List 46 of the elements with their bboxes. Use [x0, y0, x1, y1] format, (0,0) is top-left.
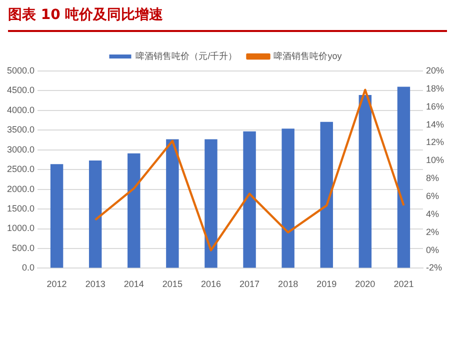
legend-label: 啤酒销售吨价（元/千升） [136, 50, 238, 61]
x-tick-label: 2012 [46, 279, 67, 290]
y2-tick-label: 12% [426, 137, 444, 148]
x-tick-label: 2021 [394, 279, 414, 290]
y-tick-label: 3000.0 [6, 144, 35, 154]
y-tick-label: 0.0 [22, 262, 35, 273]
bar [243, 131, 256, 268]
y-tick-label: 1000.0 [6, 223, 35, 234]
y2-tick-label: 4% [426, 208, 439, 219]
y2-tick-label: 14% [426, 119, 444, 130]
bar [50, 164, 64, 268]
y2-tick-label: 8% [426, 173, 439, 184]
y-tick-label: 5000.0 [6, 65, 35, 76]
y2-tick-label: -2% [426, 262, 442, 273]
x-tick-label: 2014 [124, 279, 144, 290]
x-tick-label: 2017 [240, 279, 260, 290]
y-tick-label: 2500.0 [6, 164, 35, 174]
y-tick-label: 1500.0 [6, 204, 35, 214]
y2-tick-label: 2% [426, 226, 439, 237]
bar [282, 128, 294, 268]
y-tick-label: 4000.0 [6, 104, 35, 115]
x-tick-label: 2015 [162, 279, 182, 290]
x-tick-label: 2019 [316, 279, 337, 290]
y2-tick-label: 18% [426, 83, 444, 94]
bar [128, 153, 140, 268]
y2-tick-label: 16% [426, 101, 444, 112]
y-tick-label: 4500.0 [6, 85, 35, 96]
y2-tick-label: 10% [426, 155, 444, 166]
y-tick-label: 500.0 [12, 242, 35, 253]
legend-label: 啤酒销售吨价yoy [274, 50, 342, 61]
chart-title: 图表 10 吨价及同比增速 [8, 6, 164, 24]
y-tick-label: 2000.0 [6, 184, 35, 194]
x-tick-label: 2016 [200, 279, 221, 290]
x-tick-label: 2020 [355, 279, 376, 290]
bar [358, 95, 372, 268]
y2-tick-label: 20% [426, 65, 444, 76]
bar [397, 86, 410, 268]
bar [320, 122, 333, 268]
x-tick-label: 2018 [278, 279, 298, 290]
y2-tick-label: 6% [426, 190, 439, 201]
bar [88, 160, 102, 268]
bar [166, 139, 179, 268]
y-tick-label: 3500.0 [6, 124, 35, 135]
bar [204, 139, 218, 268]
x-tick-label: 2013 [85, 279, 106, 290]
y2-tick-label: 0% [426, 244, 439, 255]
